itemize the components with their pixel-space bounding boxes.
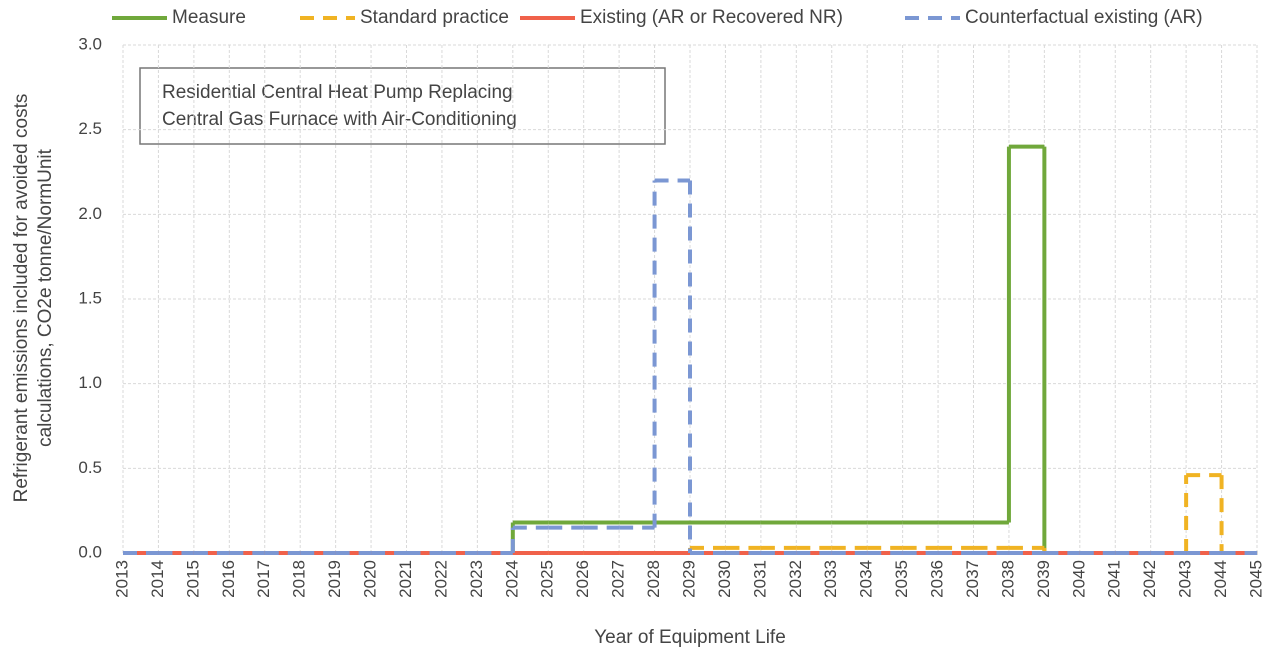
x-tick-label: 2042 [1140,560,1159,598]
x-tick-label: 2034 [857,560,876,598]
x-tick-label: 2021 [396,560,415,598]
legend-label: Counterfactual existing (AR) [965,7,1203,28]
x-tick-label: 2044 [1211,560,1230,598]
series [123,178,1257,555]
y-tick-label: 1.5 [78,288,102,307]
x-tick-label: 2024 [502,560,521,598]
x-tick-label: 2015 [183,560,202,598]
x-tick-label: 2029 [679,560,698,598]
x-tick-label: 2020 [361,560,380,598]
x-tick-label: 2033 [821,560,840,598]
x-tick-label: 2025 [538,560,557,598]
legend-label: Standard practice [360,7,509,28]
x-tick-label: 2019 [325,560,344,598]
x-tick-label: 2035 [892,560,911,598]
x-tick-label: 2045 [1246,560,1265,598]
y-tick-label: 2.0 [78,204,102,223]
x-tick-label: 2016 [219,560,238,598]
x-tick-label: 2030 [715,560,734,598]
x-tick-label: 2013 [112,560,131,598]
x-tick-label: 2032 [786,560,805,598]
x-axis-label: Year of Equipment Life [594,627,786,648]
x-tick-label: 2023 [467,560,486,598]
x-tick-label: 2036 [928,560,947,598]
x-tick-label: 2040 [1069,560,1088,598]
x-tick-label: 2026 [573,560,592,598]
y-tick-label: 1.0 [78,373,102,392]
x-tick-label: 2018 [290,560,309,598]
annotation-box: Residential Central Heat Pump Replacing … [139,67,666,145]
y-tick-label: 2.5 [78,119,102,138]
annotation-frame [139,67,666,145]
x-tick-label: 2043 [1176,560,1195,598]
legend-label: Existing (AR or Recovered NR) [580,7,843,28]
x-tick-label: 2031 [750,560,769,598]
x-tick-label: 2017 [254,560,273,598]
x-tick-label: 2039 [1034,560,1053,598]
y-axis-label: Refrigerant emissions included for avoid… [11,94,32,503]
y-axis-label: calculations, CO2e tonne/NormUnit [35,148,56,447]
x-tick-label: 2028 [644,560,663,598]
y-tick-label: 3.0 [78,34,102,53]
annotation-line: Residential Central Heat Pump Replacing [162,82,513,103]
x-tick-label: 2022 [431,560,450,598]
legend-label: Measure [172,7,246,28]
y-tick-label: 0.0 [78,542,102,561]
annotation-line: Central Gas Furnace with Air-Conditionin… [162,109,517,130]
x-tick-label: 2014 [148,560,167,598]
x-tick-label: 2038 [998,560,1017,598]
x-tick-label: 2037 [963,560,982,598]
y-tick-label: 0.5 [78,458,102,477]
x-tick-label: 2041 [1105,560,1124,598]
x-tick-label: 2027 [609,560,628,598]
